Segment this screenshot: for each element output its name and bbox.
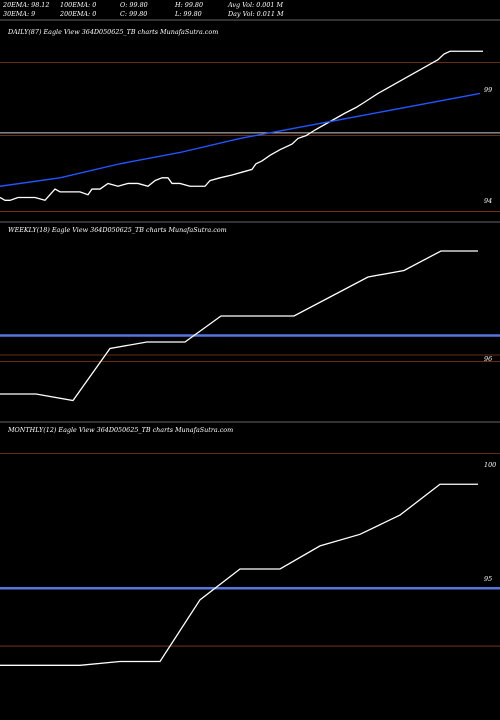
stat-low: L: 99.80 [175,10,202,18]
stat-avgvol: Avg Vol: 0.001 M [228,1,284,9]
ema-line [0,92,481,187]
stat-ema20: 20EMA: 98.12 [3,1,50,9]
monthly-panel-title: MONTHLY(12) Eagle View 364D050625_TB cha… [8,426,234,434]
y-tick-label: 100 [484,461,496,469]
price-line [0,483,478,666]
y-tick-label: 96 [484,355,492,363]
price-line [0,250,478,402]
price-line [0,50,483,202]
stat-ema30: 30EMA: 9 [3,10,36,18]
panel-daily: 99 94 [0,50,500,212]
weekly-panel-title: WEEKLY(18) Eagle View 364D050625_TB char… [8,226,227,234]
y-tick-label: 94 [484,197,492,205]
stat-dayvol: Day Vol: 0.011 M [228,10,284,18]
y-tick-label: 95 [484,575,492,583]
y-tick-label: 99 [484,86,492,94]
panel-weekly: 96 [0,250,500,402]
stat-open: O: 99.80 [120,1,148,9]
daily-panel-title: DAILY(87) Eagle View 364D050625_TB chart… [8,28,219,36]
stat-ema100: 100EMA: 0 [60,1,97,9]
stat-close: C: 99.80 [120,10,148,18]
stat-high: H: 99.80 [175,1,204,9]
panel-monthly: 100 95 [0,453,500,666]
stat-ema200: 200EMA: 0 [60,10,97,18]
